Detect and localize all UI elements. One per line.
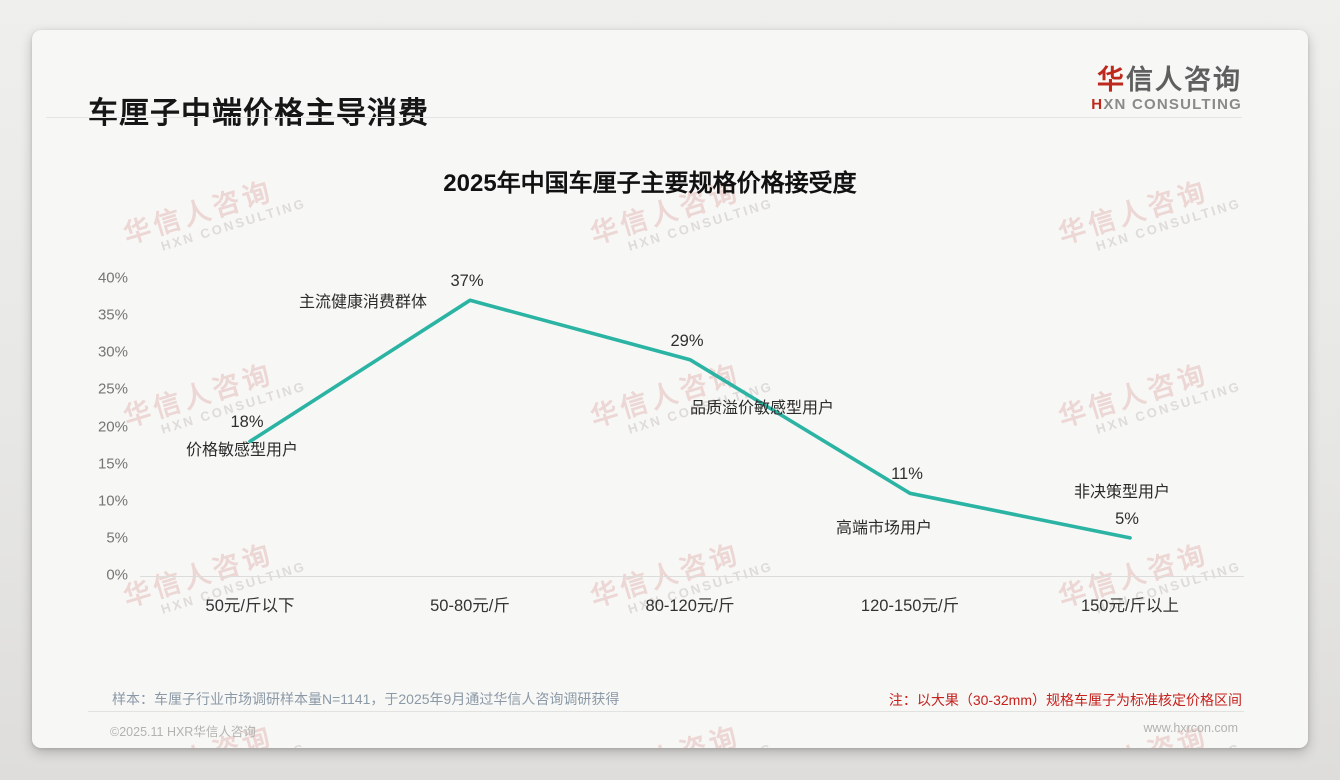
chart-line-svg [248,298,1132,540]
logo-cn-accent: 华 [1097,65,1126,95]
y-tick-label: 5% [106,529,128,547]
y-tick-label: 40% [97,269,128,287]
data-point-value: 5% [1115,509,1139,528]
x-tick-label: 80-120元/斤 [645,597,735,615]
report-card: 华信人咨询 HXN CONSULTING 华信人咨询 HXN CONSULTING 华信… [32,30,1308,748]
chart-title: 2025年中国车厘子主要规格价格接受度 [443,170,857,197]
footer-copyright: ©2025.11 HXR华信人咨询 [110,725,256,739]
y-tick-label: 10% [97,492,128,510]
y-tick-label: 25% [97,380,128,398]
footer-divider [88,711,1244,712]
x-tick-label: 50-80元/斤 [430,597,510,615]
logo-cn-rest: 信人咨询 [1126,65,1242,95]
segment-annotation: 价格敏感型用户 [185,442,299,460]
header-divider [46,117,1242,118]
company-logo: 华信人咨询 HXN CONSULTING [1091,58,1242,113]
logo-chinese-name: 华信人咨询 [1091,58,1242,97]
sample-note: 样本：车厘子行业市场调研样本量N=1141，于2025年9月通过华信人咨询调研获… [112,691,620,707]
data-point-value: 11% [891,465,923,484]
data-point-value: 29% [670,331,704,350]
y-tick-label: 30% [97,343,128,361]
segment-annotation: 品质溢价敏感型用户 [689,399,835,417]
segment-annotation: 非决策型用户 [1073,483,1171,501]
segment-annotation: 主流健康消费群体 [298,294,428,312]
standard-note: 注：以大果（30-32mm）规格车厘子为标准核定价格区间 [888,692,1242,708]
logo-en-accent: H [1091,96,1104,113]
data-point-value: 37% [450,272,484,291]
x-axis-line [140,576,1244,577]
y-tick-label: 20% [97,418,128,435]
footer-website: www.hxrcon.com [1143,721,1238,735]
x-tick-label: 120-150元/斤 [860,597,960,615]
segment-annotation: 高端市场用户 [835,520,933,538]
logo-english-name: HXN CONSULTING [1091,96,1242,113]
data-point-value: 18% [230,413,264,432]
page-title: 车厘子中端价格主导消费 [88,97,429,130]
y-tick-label: 35% [97,306,128,324]
price-acceptance-line [248,298,1132,540]
y-tick-label: 0% [106,566,128,584]
x-tick-label: 50元/斤以下 [205,597,295,615]
y-tick-label: 15% [97,455,128,473]
x-tick-label: 150元/斤以上 [1080,597,1180,615]
logo-en-rest: XN CONSULTING [1103,96,1242,113]
